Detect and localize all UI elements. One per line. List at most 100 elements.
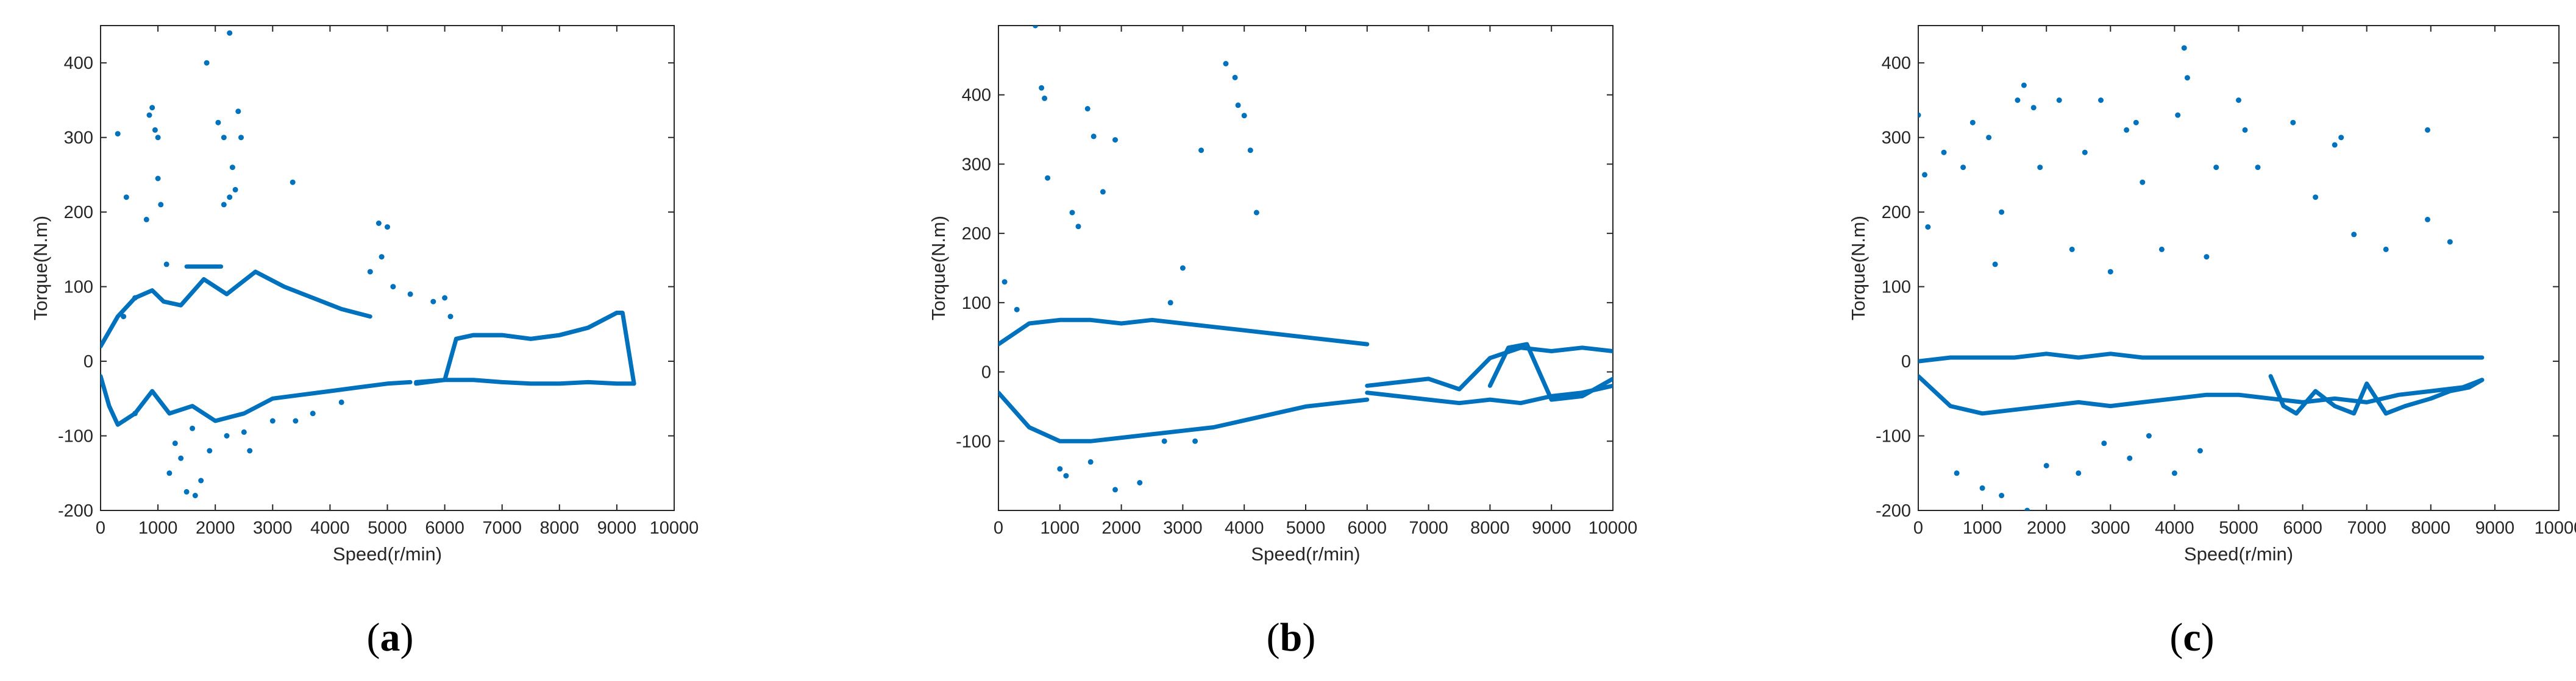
data-point-c xyxy=(2171,470,2177,476)
y-tick-label-b: 0 xyxy=(981,363,991,383)
data-point-c xyxy=(2213,164,2219,171)
x-tick-label-a: 4000 xyxy=(310,518,350,538)
x-tick-label-b: 5000 xyxy=(1286,518,1326,538)
data-point-b xyxy=(1161,438,1167,444)
x-tick-label-b: 1000 xyxy=(1041,518,1080,538)
y-tick-label-b: -100 xyxy=(956,432,991,451)
x-tick-label-c: 7000 xyxy=(2347,518,2386,538)
data-point-b xyxy=(1247,147,1253,153)
data-point-b xyxy=(1075,224,1081,230)
data-point-b xyxy=(1091,133,1097,139)
x-tick-label-a: 10000 xyxy=(650,518,699,538)
caption-a: (a) xyxy=(367,615,414,660)
trajectory-c-2 xyxy=(2268,374,2485,416)
data-point-c xyxy=(2037,164,2043,171)
x-tick-label-a: 0 xyxy=(96,518,105,538)
data-point-c xyxy=(1999,493,2005,498)
y-axis-title-a: Torque(N.m) xyxy=(30,216,51,320)
y-tick-label-a: -100 xyxy=(58,427,93,446)
data-point-a xyxy=(183,489,190,495)
y-tick-label-a: 0 xyxy=(84,352,93,372)
data-point-a xyxy=(207,448,213,454)
data-point-c xyxy=(2021,82,2027,88)
data-point-b xyxy=(1033,26,1038,29)
data-point-b xyxy=(1223,61,1229,66)
data-point-a xyxy=(367,269,373,275)
data-point-c xyxy=(1922,172,1927,178)
data-layer-c xyxy=(1918,45,2485,510)
data-point-c xyxy=(2030,105,2037,111)
data-point-b xyxy=(1042,95,1048,101)
data-point-c xyxy=(2425,216,2430,222)
data-point-b xyxy=(1253,210,1259,216)
data-point-b xyxy=(1112,487,1118,493)
y-tick-label-c: 100 xyxy=(1882,278,1911,297)
caption-b-letter: b xyxy=(1280,615,1303,660)
data-point-c xyxy=(2338,135,2344,141)
data-point-c xyxy=(1925,224,1931,230)
data-point-b xyxy=(1232,74,1238,80)
y-tick-label-c: 400 xyxy=(1882,54,1911,73)
data-point-a xyxy=(407,291,413,297)
y-tick-label-b: 300 xyxy=(962,155,991,174)
data-point-c xyxy=(2184,75,2190,81)
trajectory-a-1 xyxy=(101,374,413,427)
data-point-a xyxy=(158,202,164,208)
trajectory-b-0 xyxy=(998,317,1370,347)
data-point-c xyxy=(2082,149,2088,155)
data-point-a xyxy=(172,440,178,446)
data-point-a xyxy=(379,254,385,260)
data-point-c xyxy=(2140,179,2146,185)
data-point-a xyxy=(121,314,127,320)
data-point-a xyxy=(143,216,149,222)
data-point-a xyxy=(235,108,241,115)
data-point-a xyxy=(190,425,196,431)
data-point-a xyxy=(115,131,121,137)
plot-area-b xyxy=(998,25,1614,511)
y-tick-label-b: 400 xyxy=(962,86,991,105)
data-point-c xyxy=(2290,119,2296,125)
data-point-c xyxy=(2076,470,2082,476)
data-point-b xyxy=(1002,279,1008,285)
y-axis-title-c: Torque(N.m) xyxy=(1848,216,1869,320)
data-point-a xyxy=(430,298,436,305)
data-point-a xyxy=(152,127,158,133)
trajectory-b-2 xyxy=(1365,345,1613,392)
data-point-a xyxy=(269,418,276,424)
data-point-a xyxy=(241,429,247,435)
data-point-a xyxy=(310,411,316,417)
data-point-b xyxy=(1192,438,1198,444)
data-point-b xyxy=(1063,473,1069,479)
x-tick-label-b: 3000 xyxy=(1163,518,1203,538)
y-tick-label-c: -100 xyxy=(1876,427,1911,446)
data-point-b xyxy=(1100,189,1106,195)
trajectory-b-4 xyxy=(1487,342,1613,402)
data-point-a xyxy=(442,295,448,301)
caption-c-letter: c xyxy=(2183,615,2201,660)
data-point-a xyxy=(132,295,138,301)
x-tick-label-c: 1000 xyxy=(1963,518,2002,538)
data-point-a xyxy=(227,30,233,36)
trajectory-a-5 xyxy=(454,311,619,341)
data-point-c xyxy=(2069,246,2075,252)
data-point-a xyxy=(198,478,204,484)
trajectory-a-4 xyxy=(414,378,636,386)
x-tick-label-c: 8000 xyxy=(2411,518,2451,538)
y-tick-label-c: 200 xyxy=(1882,203,1911,222)
data-point-b xyxy=(1241,113,1247,119)
panel-c: 0 1000 2000 3000 4000 5000 6000 7000 8000 9000 100… xyxy=(1848,25,2576,565)
data-point-a xyxy=(385,224,390,230)
data-point-a xyxy=(178,455,184,461)
x-tick-label-a: 6000 xyxy=(425,518,464,538)
x-tick-label-c: 3000 xyxy=(2091,518,2130,538)
trajectory-c-0 xyxy=(1918,351,2485,364)
x-tick-label-b: 9000 xyxy=(1532,518,1571,538)
plot-area-c xyxy=(1918,25,2560,511)
data-point-c xyxy=(2043,463,2049,468)
x-tick-label-b: 7000 xyxy=(1409,518,1448,538)
data-point-a xyxy=(227,194,233,200)
data-point-a xyxy=(447,314,454,320)
data-point-c xyxy=(1941,149,1947,155)
trajectory-b-1 xyxy=(998,390,1370,443)
data-point-a xyxy=(247,448,253,454)
